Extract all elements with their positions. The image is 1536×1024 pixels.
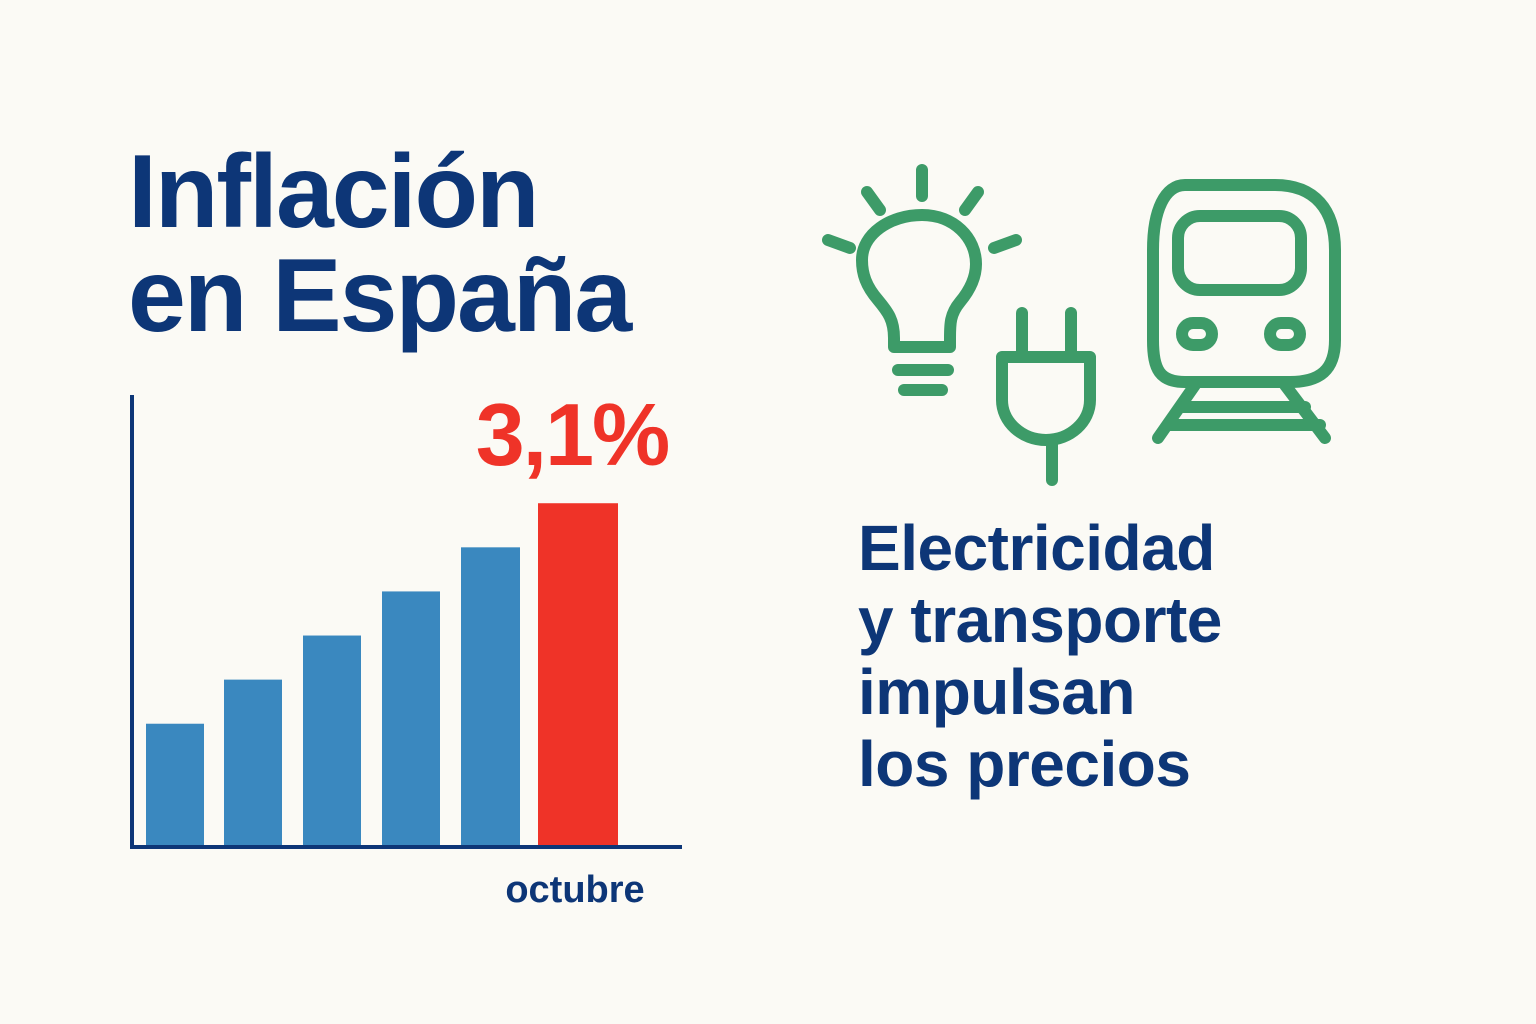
bar-4: [382, 591, 440, 845]
plug-icon: [996, 307, 1096, 486]
bar-1: [146, 723, 204, 845]
subtitle: Electricidad y transporte impulsan los p…: [858, 512, 1222, 800]
bar-2: [224, 679, 282, 845]
page-title: Inflación en España: [128, 134, 632, 354]
title-line-1: Inflación: [128, 134, 540, 250]
subtitle-line-3: impulsan: [858, 656, 1135, 728]
icons-group: [822, 164, 1341, 486]
bar-6: [538, 503, 618, 845]
bar-3: [303, 635, 361, 845]
subtitle-line-2: y transporte: [858, 584, 1222, 656]
lightbulb-icon: [822, 164, 1022, 396]
bar-5: [461, 547, 520, 845]
highlight-data-label: 3,1%: [476, 385, 669, 484]
subtitle-line-1: Electricidad: [858, 512, 1215, 584]
inflation-bar-chart: 3,1% octubre: [130, 385, 682, 911]
subtitle-line-4: los precios: [858, 728, 1191, 800]
title-line-2: en España: [128, 238, 632, 354]
train-icon: [1147, 179, 1341, 444]
x-tick-label-octubre: octubre: [505, 869, 644, 911]
